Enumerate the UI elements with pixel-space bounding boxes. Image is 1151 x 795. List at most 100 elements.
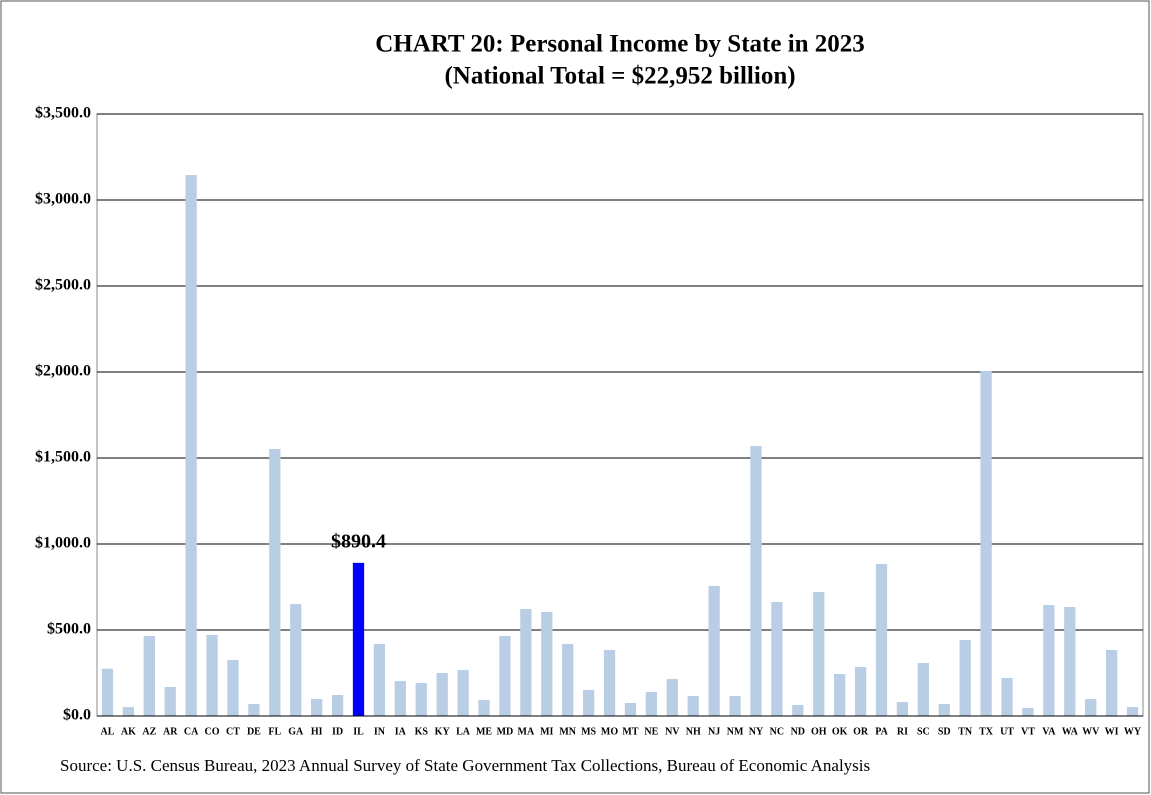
x-tick-label: KS (415, 726, 429, 737)
x-tick-label: OR (853, 726, 869, 737)
x-tick-label: PA (875, 726, 888, 737)
y-tick-label: $1,000.0 (35, 535, 91, 552)
x-tick-label: MA (518, 726, 535, 737)
x-tick-label: AK (121, 726, 136, 737)
bar (227, 659, 239, 716)
bar (624, 702, 637, 716)
x-tick-label: MN (559, 726, 576, 737)
bar (394, 681, 406, 716)
bar (729, 696, 741, 716)
bar (1022, 707, 1034, 716)
x-tick-label: OK (832, 726, 848, 737)
bar (875, 563, 888, 716)
bar (520, 609, 532, 716)
x-tick-label: AZ (142, 726, 156, 737)
bar (938, 703, 950, 716)
bar (980, 370, 992, 716)
x-tick-label: MI (540, 726, 553, 737)
x-tick-label: WY (1124, 726, 1142, 737)
x-tick-label: SC (917, 726, 930, 737)
bar (206, 634, 218, 716)
x-tick-label: MD (497, 726, 514, 737)
x-tick-label: NC (770, 726, 784, 737)
x-tick-label: CO (205, 726, 220, 737)
bar (771, 601, 783, 716)
bar (854, 666, 867, 716)
bar (582, 690, 595, 716)
bar (813, 591, 825, 716)
x-tick-label: TN (958, 726, 973, 737)
bar (834, 674, 846, 716)
bar (436, 673, 448, 716)
bar (101, 668, 114, 716)
bar (1064, 606, 1076, 716)
x-tick-label: ID (332, 726, 343, 737)
x-tick-label: CT (226, 726, 240, 737)
x-tick-label: HI (311, 726, 323, 737)
bar (248, 703, 260, 716)
bar (122, 707, 135, 716)
x-tick-label: IN (374, 726, 386, 737)
x-tick-label: MT (622, 726, 638, 737)
x-tick-label: VT (1021, 726, 1035, 737)
y-tick-label: $3,000.0 (35, 191, 91, 208)
bar (269, 449, 281, 716)
source-note: Source: U.S. Census Bureau, 2023 Annual … (60, 756, 870, 775)
bar (1105, 649, 1118, 716)
y-tick-label: $2,500.0 (35, 277, 91, 294)
bar (541, 611, 553, 716)
x-tick-label: LA (456, 726, 471, 737)
x-tick-label: WA (1062, 726, 1079, 737)
x-tick-label: NJ (708, 726, 720, 737)
bar (185, 175, 197, 716)
x-tick-label: UT (1000, 726, 1014, 737)
bar (603, 649, 616, 716)
x-tick-label: OH (811, 726, 827, 737)
bar (1043, 605, 1055, 716)
bar (457, 670, 469, 716)
bar (896, 702, 909, 716)
x-tick-label: NY (749, 726, 764, 737)
bar (687, 696, 699, 716)
bar (143, 636, 155, 716)
x-tick-label: MS (581, 726, 596, 737)
x-tick-label: WI (1105, 726, 1119, 737)
x-tick-label: NM (727, 726, 744, 737)
x-tick-label: NE (644, 726, 658, 737)
bar (1001, 677, 1013, 716)
y-tick-label: $2,000.0 (35, 363, 91, 380)
data-label: $890.4 (331, 530, 386, 552)
bar (666, 679, 678, 716)
x-tick-label: AL (101, 726, 115, 737)
bar (164, 686, 176, 716)
bar (331, 695, 344, 716)
chart-title: CHART 20: Personal Income by State in 20… (375, 31, 865, 58)
bar (645, 691, 658, 716)
y-tick-label: $0.0 (63, 707, 91, 724)
y-tick-label: $3,500.0 (35, 105, 91, 122)
x-tick-label: FL (268, 726, 281, 737)
x-tick-label: TX (979, 726, 994, 737)
x-tick-label: AR (163, 726, 178, 737)
y-tick-label: $500.0 (47, 621, 91, 638)
bar (562, 643, 574, 716)
bar (373, 643, 386, 716)
bar (959, 639, 971, 716)
x-tick-label: KY (435, 726, 451, 737)
bar (499, 636, 511, 716)
bar (290, 604, 302, 716)
bar (1085, 698, 1097, 716)
bar (311, 698, 323, 716)
chart-subtitle: (National Total = $22,952 billion) (444, 63, 795, 90)
x-tick-label: CA (184, 726, 199, 737)
x-tick-label: ND (791, 726, 805, 737)
y-tick-label: $1,500.0 (35, 449, 91, 466)
x-tick-label: NV (665, 726, 680, 737)
x-tick-label: MO (601, 726, 618, 737)
bar (792, 704, 804, 716)
bar (917, 663, 929, 716)
x-tick-label: IL (353, 726, 364, 737)
x-tick-label: RI (897, 726, 908, 737)
bar (352, 562, 365, 716)
